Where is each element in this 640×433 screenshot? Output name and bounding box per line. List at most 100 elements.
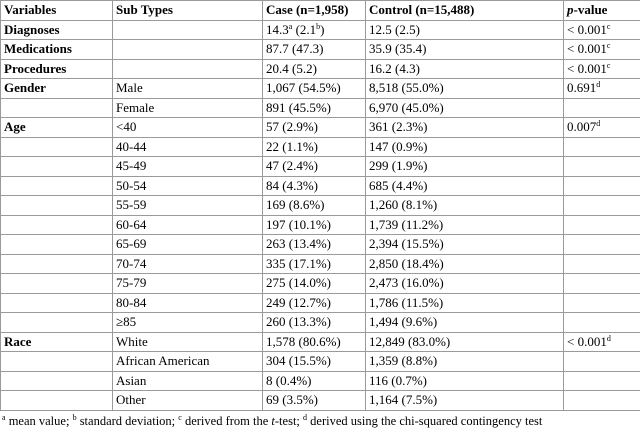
table-row: Procedures 20.4 (5.2) 16.2 (4.3) < 0.001c — [0, 58, 640, 79]
table-row: 55-59 169 (8.6%) 1,260 (8.1%) — [0, 195, 640, 216]
cell-text: White — [116, 333, 148, 349]
table-row: 75-79 275 (14.0%) 2,473 (16.0%) — [0, 273, 640, 294]
table-cell: 12,849 (83.0%) — [365, 331, 564, 352]
table-cell — [563, 97, 640, 118]
text-part: 0.007 — [567, 119, 597, 135]
table-cell — [0, 292, 113, 313]
table-cell: 197 (10.1%) — [262, 214, 366, 235]
header-cell: p-value — [563, 0, 640, 21]
table-cell: 14.3a (2.1b) — [262, 19, 366, 40]
cell-text: 55-59 — [116, 197, 147, 213]
cell-text: 260 (13.3%) — [266, 314, 331, 330]
cell-text: Age — [4, 119, 26, 135]
table-cell: 361 (2.3%) — [365, 117, 564, 138]
cell-text: Procedures — [4, 60, 67, 76]
cell-text: 197 (10.1%) — [266, 216, 331, 232]
text-part: standard deviation; — [76, 413, 179, 428]
table-row: 65-69 263 (13.4%) 2,394 (15.5%) — [0, 234, 640, 255]
cell-text: Case (n=1,958) — [266, 2, 349, 18]
cell-text: 2,473 (16.0%) — [369, 275, 444, 291]
text-part: < 0.001 — [567, 41, 607, 57]
table-cell: 0.007d — [563, 117, 640, 138]
text-part: -test; — [274, 413, 304, 428]
superscript: c — [178, 412, 182, 422]
superscript: d — [596, 80, 601, 90]
header-cell: Sub Types — [112, 0, 263, 21]
table-cell: White — [112, 331, 263, 352]
cell-text: 891 (45.5%) — [266, 99, 331, 115]
cell-text: 361 (2.3%) — [369, 119, 428, 135]
table-cell — [0, 175, 113, 196]
cell-text: 87.7 (47.3) — [266, 41, 324, 57]
table-header: Variables Sub Types Case (n=1,958) Control … — [0, 0, 640, 21]
table-cell — [0, 273, 113, 294]
table-cell: 275 (14.0%) — [262, 273, 366, 294]
table-cell: 299 (1.9%) — [365, 156, 564, 177]
table-cell: 249 (12.7%) — [262, 292, 366, 313]
table-cell: 60-64 — [112, 214, 263, 235]
cell-text: 50-54 — [116, 177, 147, 193]
cell-text: 275 (14.0%) — [266, 275, 331, 291]
table-row: 60-64 197 (10.1%) 1,739 (11.2%) — [0, 214, 640, 235]
table-cell: Male — [112, 78, 263, 99]
data-table: Variables Sub Types Case (n=1,958) Control … — [0, 0, 640, 411]
table-cell — [563, 175, 640, 196]
cell-text: 20.4 (5.2) — [266, 60, 317, 76]
table-cell: Medications — [0, 39, 113, 60]
text-part: < 0.001 — [567, 333, 607, 349]
table-cell — [563, 273, 640, 294]
table-cell — [563, 136, 640, 157]
table-cell — [112, 19, 263, 40]
cell-text: 1,260 (8.1%) — [369, 197, 438, 213]
table-cell: 263 (13.4%) — [262, 234, 366, 255]
table-cell — [0, 97, 113, 118]
table-cell — [0, 195, 113, 216]
table-cell: 891 (45.5%) — [262, 97, 366, 118]
cell-text: 6,970 (45.0%) — [369, 99, 444, 115]
table-cell: 47 (2.4%) — [262, 156, 366, 177]
cell-text: Male — [116, 80, 143, 96]
cell-text: 80-84 — [116, 294, 147, 310]
table-cell: < 0.001c — [563, 39, 640, 60]
table-cell — [0, 234, 113, 255]
text-part: 14.3 — [266, 21, 289, 37]
table-cell: 6,970 (45.0%) — [365, 97, 564, 118]
superscript: d — [596, 119, 601, 129]
table-cell: < 0.001c — [563, 19, 640, 40]
cell-text: 84 (4.3%) — [266, 177, 318, 193]
table-cell: 260 (13.3%) — [262, 312, 366, 333]
table-cell — [112, 39, 263, 60]
table-cell — [0, 136, 113, 157]
table-cell: 22 (1.1%) — [262, 136, 366, 157]
table-cell — [563, 156, 640, 177]
cell-text: Variables — [4, 2, 57, 18]
table-cell: 304 (15.5%) — [262, 351, 366, 372]
cell-text: 45-49 — [116, 158, 147, 174]
table-cell: 1,739 (11.2%) — [365, 214, 564, 235]
cell-text: 70-74 — [116, 255, 147, 271]
table-row: African American 304 (15.5%) 1,359 (8.8%) — [0, 351, 640, 372]
table-cell — [563, 195, 640, 216]
superscript: b — [316, 21, 321, 31]
table-cell: Procedures — [0, 58, 113, 79]
table-cell — [0, 214, 113, 235]
text-part: < 0.001 — [567, 60, 607, 76]
table-cell: 50-54 — [112, 175, 263, 196]
table-cell: < 0.001d — [563, 331, 640, 352]
table-cell: 69 (3.5%) — [262, 390, 366, 411]
table-cell: 0.691d — [563, 78, 640, 99]
table-cell: 685 (4.4%) — [365, 175, 564, 196]
table-cell: 45-49 — [112, 156, 263, 177]
cell-text: 685 (4.4%) — [369, 177, 428, 193]
cell-text: 65-69 — [116, 236, 147, 252]
table-cell: 35.9 (35.4) — [365, 39, 564, 60]
table-cell — [563, 253, 640, 274]
table-cell: <40 — [112, 117, 263, 138]
table-row: Age <40 57 (2.9%) 361 (2.3%) 0.007d — [0, 117, 640, 138]
cell-text: 12,849 (83.0%) — [369, 333, 451, 349]
table-row: Medications 87.7 (47.3) 35.9 (35.4) < 0.001… — [0, 39, 640, 60]
text-part: ) — [320, 21, 325, 37]
italic-text: t — [271, 413, 275, 428]
table-cell: 87.7 (47.3) — [262, 39, 366, 60]
table-cell: ≥85 — [112, 312, 263, 333]
